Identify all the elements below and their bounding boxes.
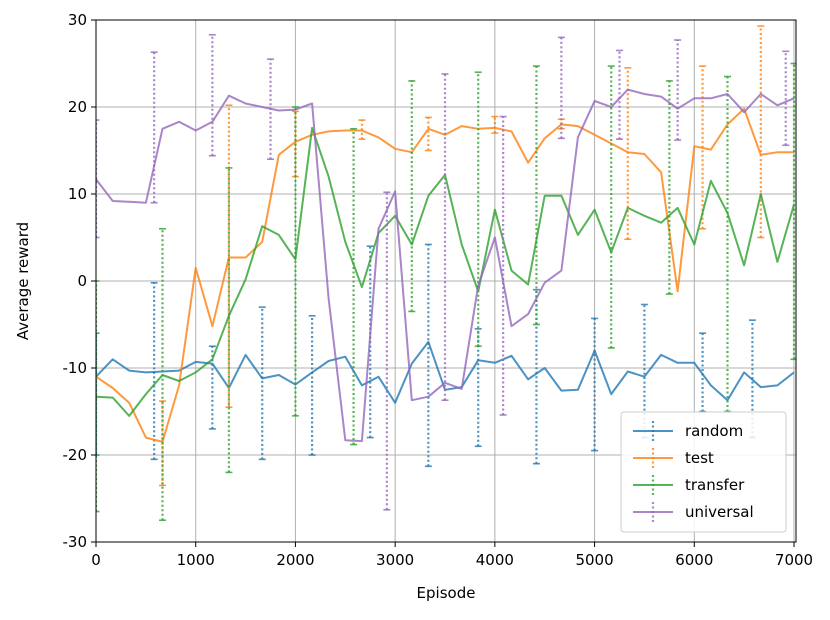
y-tick-label: 20 — [68, 98, 87, 116]
y-tick-label: -20 — [63, 446, 88, 464]
legend-label: transfer — [685, 476, 745, 494]
series-line — [96, 88, 795, 443]
x-tick-label: 6000 — [675, 551, 713, 569]
plot — [96, 25, 796, 522]
legend-label: test — [685, 449, 714, 467]
legend-label: universal — [685, 503, 754, 521]
y-tick-label: -10 — [63, 359, 88, 377]
x-tick-label: 0 — [91, 551, 101, 569]
y-axis-label: Average reward — [14, 222, 32, 340]
x-tick-label: 5000 — [575, 551, 613, 569]
x-tick-label: 1000 — [177, 551, 215, 569]
x-axis-label: Episode — [417, 584, 476, 602]
y-tick-label: 30 — [68, 11, 87, 29]
legend-box — [620, 411, 787, 533]
x-tick-label: 3000 — [376, 551, 414, 569]
y-tick-label: 10 — [68, 185, 87, 203]
plot-frame — [95, 19, 797, 543]
series-line — [96, 107, 794, 443]
x-tick-label: 2000 — [276, 551, 314, 569]
x-tick-label: 7000 — [775, 551, 813, 569]
legend-label: random — [685, 422, 743, 440]
y-tick-label: 0 — [77, 272, 87, 290]
y-tick-label: -30 — [63, 533, 88, 551]
x-tick-label: 4000 — [476, 551, 514, 569]
